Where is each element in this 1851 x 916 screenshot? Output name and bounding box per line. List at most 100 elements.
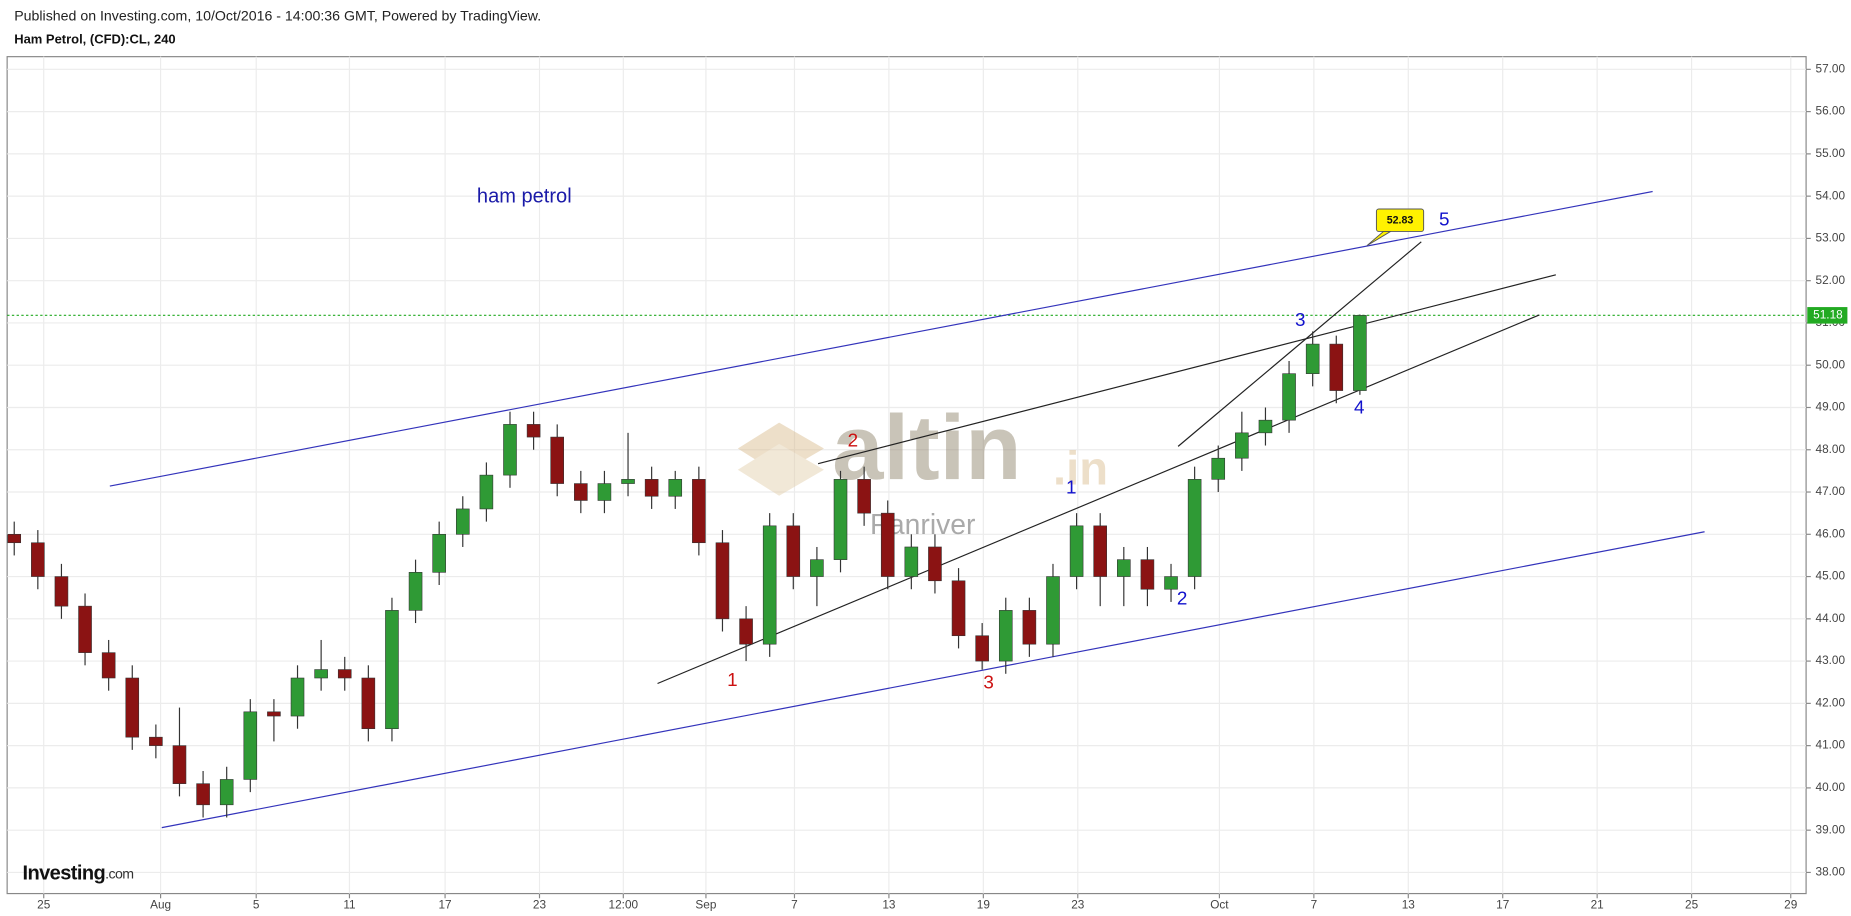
y-tick-label: 42.00 [1816, 695, 1846, 709]
candle-body [904, 546, 919, 577]
candle-body [31, 542, 45, 577]
x-tick-label: Oct [1210, 897, 1229, 911]
wave-label: 1 [1066, 478, 1077, 499]
y-tick-label: 57.00 [1816, 61, 1846, 75]
y-tick-label: 52.00 [1816, 273, 1846, 287]
y-tick-label: 41.00 [1816, 738, 1846, 752]
candle-body [597, 483, 612, 501]
candle-body [479, 474, 494, 510]
wave-label: 3 [983, 672, 994, 693]
wave-label: 4 [1354, 397, 1364, 418]
x-tick-label: 11 [343, 897, 355, 911]
candle-body [1187, 479, 1202, 577]
trend-line [109, 190, 1653, 487]
watermark-icon [737, 443, 824, 496]
candle-body [715, 542, 730, 620]
candle-body [692, 479, 706, 544]
x-tick-label: 13 [882, 897, 896, 911]
candle-body [1305, 343, 1320, 374]
candle-body [1235, 432, 1249, 459]
logo-suffix: .com [105, 866, 133, 882]
x-tick-label: 7 [1311, 897, 1318, 911]
x-tick-label: 25 [37, 897, 51, 911]
candle-body [503, 424, 517, 476]
candle-body [172, 745, 187, 784]
candle-body [455, 508, 470, 535]
x-tick-label: 21 [1591, 897, 1604, 911]
x-tick-label: 25 [1685, 897, 1699, 911]
candle-body [1140, 559, 1155, 590]
logo: Investing.com [22, 863, 133, 885]
x-tick-label: 23 [1071, 897, 1085, 911]
candle-body [762, 525, 777, 645]
y-tick-label: 45.00 [1816, 569, 1846, 583]
candle-body [385, 610, 399, 730]
y-tick-label: 40.00 [1816, 780, 1846, 794]
candle-body [833, 479, 848, 560]
x-tick-label: 23 [533, 897, 547, 911]
trend-line [817, 274, 1556, 465]
candle-body [125, 677, 140, 738]
watermark-suffix: .in [1053, 443, 1108, 496]
y-tick-label: 50.00 [1816, 357, 1846, 371]
trend-line [1177, 241, 1422, 447]
y-tick-label: 54.00 [1816, 188, 1846, 202]
candle-body [739, 618, 753, 645]
wave-label: 1 [727, 670, 738, 691]
last-price-label: 51.18 [1813, 307, 1843, 321]
candle-body [219, 779, 234, 806]
candle-body [857, 479, 871, 514]
callout-label: 52.83 [1387, 215, 1414, 227]
trend-line [657, 314, 1540, 685]
y-tick-label: 44.00 [1816, 611, 1846, 625]
callout-box [1375, 208, 1425, 232]
candle-body [975, 635, 989, 662]
candle-body [7, 533, 22, 544]
candle-body [408, 572, 423, 611]
y-tick-label: 38.00 [1816, 865, 1846, 879]
candle-body [337, 669, 352, 679]
last-price-tag [1807, 307, 1848, 324]
y-tick-label: 46.00 [1816, 526, 1846, 540]
logo-name: Investing [22, 863, 105, 885]
trend-line [161, 531, 1705, 829]
candle-body [644, 479, 659, 497]
candle-body [314, 669, 328, 679]
x-tick-label: Aug [150, 897, 171, 911]
candle-body [880, 512, 895, 577]
candle-body [196, 783, 210, 806]
candle-body [1117, 559, 1131, 577]
x-tick-label: 17 [1496, 897, 1509, 911]
candle-body [1022, 610, 1037, 645]
candle-body [928, 546, 942, 582]
wave-label: 5 [1439, 210, 1450, 231]
candle-body [361, 677, 376, 730]
candle-body [1164, 576, 1178, 590]
candle-body [526, 424, 541, 438]
y-tick-label: 49.00 [1816, 400, 1846, 414]
candle-body [1211, 457, 1226, 480]
candle-body [1329, 343, 1344, 391]
candle-body [432, 533, 446, 573]
candle-body [1258, 419, 1273, 434]
x-tick-label: 7 [791, 897, 798, 911]
candle-body [1093, 525, 1107, 577]
x-tick-label: 13 [1402, 897, 1416, 911]
candle-body [550, 436, 564, 484]
wave-label: 2 [1177, 589, 1188, 610]
symbol-line: Ham Petrol, (CFD):CL, 240 [14, 32, 175, 47]
candle-body [101, 652, 116, 679]
y-tick-label: 43.00 [1816, 653, 1846, 667]
y-tick-label: 53.00 [1816, 231, 1846, 245]
y-tick-label: 56.00 [1816, 104, 1846, 118]
candle-body [267, 711, 281, 717]
candle-body [621, 479, 635, 484]
published-line: Published on Investing.com, 10/Oct/2016 … [14, 8, 541, 24]
x-tick-label: 12:00 [609, 897, 639, 911]
candle-body [78, 605, 92, 653]
candle-body [1069, 525, 1084, 577]
y-tick-label: 39.00 [1816, 822, 1846, 836]
annotation: ham petrol [477, 185, 572, 207]
